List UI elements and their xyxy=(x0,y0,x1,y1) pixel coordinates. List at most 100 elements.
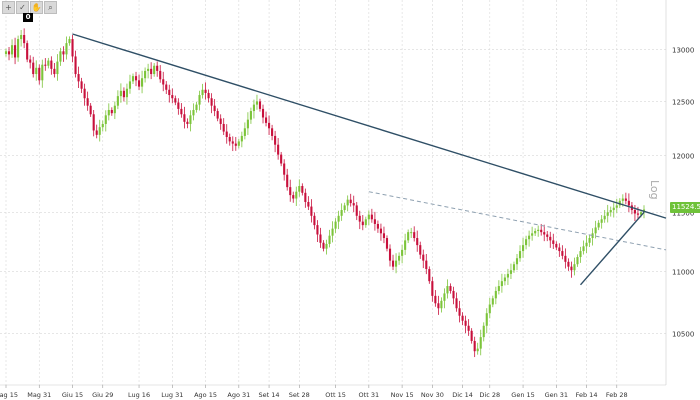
candle-body xyxy=(567,261,570,267)
candle-body xyxy=(171,95,174,99)
candle-body xyxy=(144,70,147,79)
trendlines xyxy=(72,33,667,286)
x-tick-label: Mag 15 xyxy=(0,391,18,399)
x-tick-label: Ott 31 xyxy=(359,391,380,399)
candle-body xyxy=(440,300,443,309)
candle-body xyxy=(352,203,355,206)
candle-body xyxy=(192,109,195,116)
candle-body xyxy=(95,130,98,135)
candle-body xyxy=(168,89,171,96)
candle-body xyxy=(261,108,265,118)
candle-body xyxy=(125,88,129,98)
candle-body xyxy=(147,68,150,71)
candle-body xyxy=(549,236,552,241)
candle-body xyxy=(249,111,252,120)
candle-body xyxy=(528,235,531,240)
candle-body xyxy=(141,78,144,87)
candle-body xyxy=(65,43,68,55)
candle-body xyxy=(413,232,416,239)
x-tick-label: Giu 15 xyxy=(62,391,83,399)
log-scale-label[interactable]: Log xyxy=(648,180,661,200)
candle-body xyxy=(540,229,543,233)
candle-body xyxy=(74,56,77,75)
candle-body xyxy=(612,207,615,211)
candle-body xyxy=(177,102,180,109)
candle-body xyxy=(23,35,26,44)
grid-lines xyxy=(0,0,666,385)
candles xyxy=(4,28,646,358)
crosshair-icon[interactable]: + xyxy=(2,1,15,14)
candle-body xyxy=(434,295,437,304)
candle-body xyxy=(391,260,395,267)
x-tick-label: Set 14 xyxy=(259,391,280,399)
candle-body xyxy=(252,104,256,112)
candle-body xyxy=(292,195,295,199)
x-tick-label: Feb 28 xyxy=(606,391,628,399)
candle-body xyxy=(80,81,83,89)
candle-body xyxy=(174,98,177,103)
y-tick-label: 11000 xyxy=(672,268,694,276)
x-tick-label: Dic 28 xyxy=(479,391,500,399)
candle-body xyxy=(382,233,386,239)
pan-icon[interactable]: ✋ xyxy=(30,1,43,14)
candle-body xyxy=(237,141,240,146)
candle-body xyxy=(570,266,573,271)
x-tick-label: Ott 15 xyxy=(325,391,346,399)
x-tick-label: Lug 16 xyxy=(128,391,150,399)
candle-body xyxy=(449,286,452,291)
candle-body xyxy=(410,232,413,234)
candle-body xyxy=(506,273,509,278)
candle-body xyxy=(277,144,280,155)
candle-body xyxy=(573,264,576,271)
candle-body xyxy=(531,233,534,236)
candle-body xyxy=(594,227,597,234)
candle-body xyxy=(582,246,585,252)
candle-body xyxy=(407,232,410,241)
candle-body xyxy=(419,245,422,255)
candle-body xyxy=(331,228,334,236)
candle-body xyxy=(104,115,107,124)
candle-body xyxy=(122,90,125,98)
last-price-tag: 11524.5894 xyxy=(670,202,700,213)
candle-body xyxy=(328,235,331,244)
zoom-icon[interactable]: ⌕ xyxy=(44,1,57,14)
candle-body xyxy=(286,174,289,188)
candle-body xyxy=(14,45,17,58)
candle-body xyxy=(289,187,292,196)
candle-body xyxy=(431,281,434,296)
candle-body xyxy=(83,88,86,99)
candle-body xyxy=(89,105,92,115)
candle-body xyxy=(162,79,165,85)
candle-body xyxy=(455,298,458,309)
candle-body xyxy=(491,298,494,305)
candle-body xyxy=(379,228,382,234)
candle-body xyxy=(588,238,591,243)
candle-body xyxy=(512,264,516,271)
pencil-icon[interactable]: ✓ xyxy=(16,1,29,14)
uptrend-line xyxy=(579,211,645,286)
candle-body xyxy=(358,215,361,222)
x-axis: Mag 15 Mag 31 Giu 15 Giu 29 Lug 16 Lug 31 Ago … xyxy=(0,384,666,399)
candle-body xyxy=(274,135,277,145)
candle-body xyxy=(340,210,343,216)
candle-body xyxy=(485,313,488,326)
candle-body xyxy=(609,210,612,213)
candle-body xyxy=(394,260,398,267)
candle-body xyxy=(210,98,213,106)
candle-body xyxy=(555,243,558,248)
candle-body xyxy=(159,70,162,80)
candle-body xyxy=(606,212,609,216)
candle-body xyxy=(295,191,298,199)
candle-body xyxy=(50,60,53,69)
candle-body xyxy=(304,192,307,202)
candle-body xyxy=(258,101,262,109)
candle-body xyxy=(425,260,428,270)
x-tick-label: Ago 31 xyxy=(227,391,250,399)
candle-body xyxy=(518,251,522,259)
candle-body xyxy=(92,114,95,131)
candle-body xyxy=(150,68,153,75)
candle-body xyxy=(283,163,286,175)
candle-body xyxy=(264,117,268,123)
candle-body xyxy=(62,51,65,55)
